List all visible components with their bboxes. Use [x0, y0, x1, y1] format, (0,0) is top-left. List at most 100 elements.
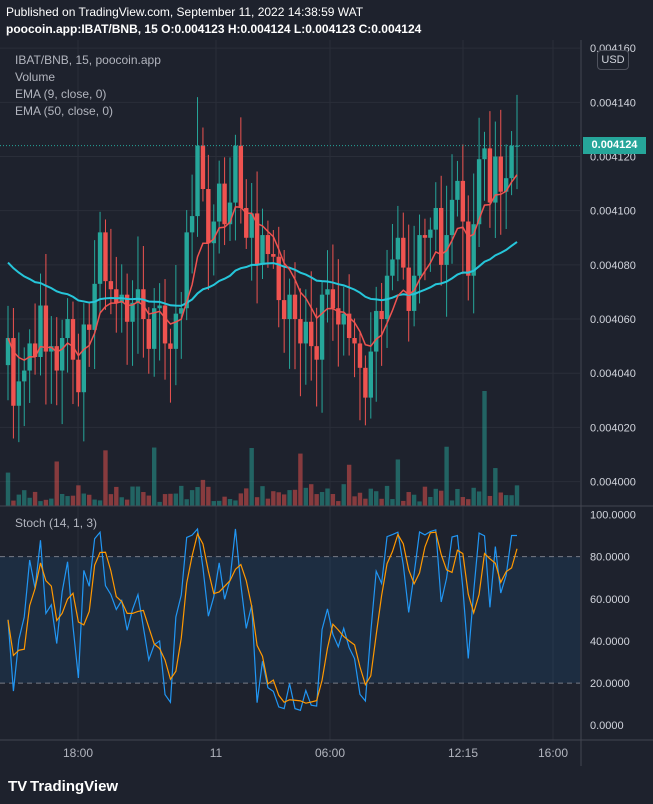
price-tick-label: 0.004100	[590, 206, 636, 218]
candle-body	[216, 183, 222, 222]
volume-bar	[195, 487, 200, 506]
stoch-tick-label: 0.0000	[590, 720, 624, 732]
candle-body	[298, 319, 303, 344]
ohlc-values: O:0.004123 H:0.004124 L:0.004123 C:0.004…	[161, 22, 422, 36]
candle-body	[65, 319, 70, 339]
stoch-pane	[0, 527, 580, 712]
published-line: Published on TradingView.com, September …	[6, 5, 364, 19]
volume-bar	[503, 495, 509, 506]
candle-body	[70, 319, 76, 360]
symbol-label: poocoin.app:IBAT/BNB, 15	[6, 22, 158, 36]
volume-bar	[466, 499, 471, 506]
candle-body	[76, 359, 81, 393]
volume-bar	[114, 486, 119, 506]
candle-body	[103, 232, 108, 282]
candle-body	[195, 145, 200, 217]
candle-body	[271, 254, 276, 257]
volume-bar	[260, 486, 265, 506]
volume-bar	[157, 501, 162, 506]
symbol-legend: IBAT/BNB, 15, poocoin.app	[15, 53, 161, 67]
volume-bar	[5, 472, 11, 506]
candle-body	[135, 289, 141, 303]
candle-body	[455, 180, 460, 200]
volume-bar	[417, 501, 422, 506]
candle-body	[233, 145, 238, 203]
volume-bar	[471, 487, 476, 506]
x-tick-label: 16:00	[538, 746, 568, 760]
x-tick-label: 06:00	[315, 746, 345, 760]
candle-body	[287, 294, 292, 320]
stoch-legend: Stoch (14, 1, 3)	[15, 516, 98, 530]
candle-body	[244, 207, 249, 238]
volume-bar	[184, 499, 189, 506]
volume-bar	[119, 497, 124, 506]
volume-bar	[27, 497, 32, 506]
currency-button[interactable]: USD	[597, 50, 629, 70]
price-tick-label: 0.004020	[590, 422, 636, 434]
candle-body	[433, 207, 438, 230]
ema50-line	[7, 241, 518, 307]
candle-body	[330, 289, 336, 309]
tradingview-logo[interactable]: TV TradingView	[8, 778, 118, 795]
volume-bar	[200, 479, 206, 506]
volume-bar	[206, 486, 211, 506]
tv-logo-icon: TV	[8, 778, 28, 795]
price-tick-label: 0.004060	[590, 314, 636, 326]
volume-bar	[346, 464, 352, 506]
volume-bar	[336, 501, 341, 506]
candle-body	[341, 313, 346, 325]
volume-bar	[173, 493, 179, 506]
volume-bar	[211, 501, 216, 506]
volume-bar	[314, 494, 319, 506]
volume-bar	[374, 491, 379, 506]
volume-bar	[38, 501, 43, 506]
candle-body	[336, 308, 341, 325]
price-tick-label: 0.004000	[590, 477, 636, 489]
volume-bar	[498, 492, 503, 506]
price-tick-label: 0.004080	[590, 260, 636, 272]
volume-bar	[411, 494, 417, 506]
candle-body	[281, 300, 287, 320]
volume-bar	[341, 484, 346, 506]
volume-bar	[287, 490, 292, 506]
ema50-legend: EMA (50, close, 0)	[15, 104, 114, 118]
candle-body	[368, 351, 373, 398]
candle-body	[173, 313, 179, 349]
candle-body	[325, 289, 330, 295]
volume-bar	[135, 486, 141, 506]
candle-body	[38, 305, 43, 357]
candle-body	[417, 235, 422, 276]
candle-body	[16, 381, 22, 406]
volume-bar	[179, 485, 184, 506]
candle-body	[401, 237, 406, 268]
stoch-tick-label: 40.0000	[590, 636, 630, 648]
volume-bar	[97, 500, 103, 506]
axes: 18:001106:0012:1516:000.0041600.0041400.…	[0, 40, 653, 766]
volume-bar	[108, 494, 114, 506]
candle-body	[211, 221, 216, 244]
volume-bar	[32, 491, 38, 506]
volume-bar	[249, 448, 254, 506]
candle-body	[314, 346, 319, 360]
volume-bar	[168, 493, 173, 506]
candle-body	[59, 338, 65, 371]
candle-body	[346, 313, 352, 339]
candle-body	[124, 294, 130, 322]
volume-bar	[92, 499, 97, 506]
x-tick-label: 12:15	[448, 746, 478, 760]
volume-bar	[244, 488, 249, 506]
candle-body	[357, 343, 363, 368]
candle-body	[200, 145, 206, 190]
candle-body	[254, 213, 260, 265]
stoch-tick-label: 80.0000	[590, 552, 630, 564]
volume-bar	[433, 488, 438, 506]
candlesticks[interactable]	[5, 94, 520, 443]
volume-bar	[103, 450, 108, 506]
candle-body	[227, 202, 233, 225]
candle-body	[5, 338, 11, 366]
volume-bar	[390, 499, 395, 506]
candle-body	[487, 148, 493, 203]
candle-body	[309, 321, 314, 347]
candle-body	[249, 213, 254, 238]
